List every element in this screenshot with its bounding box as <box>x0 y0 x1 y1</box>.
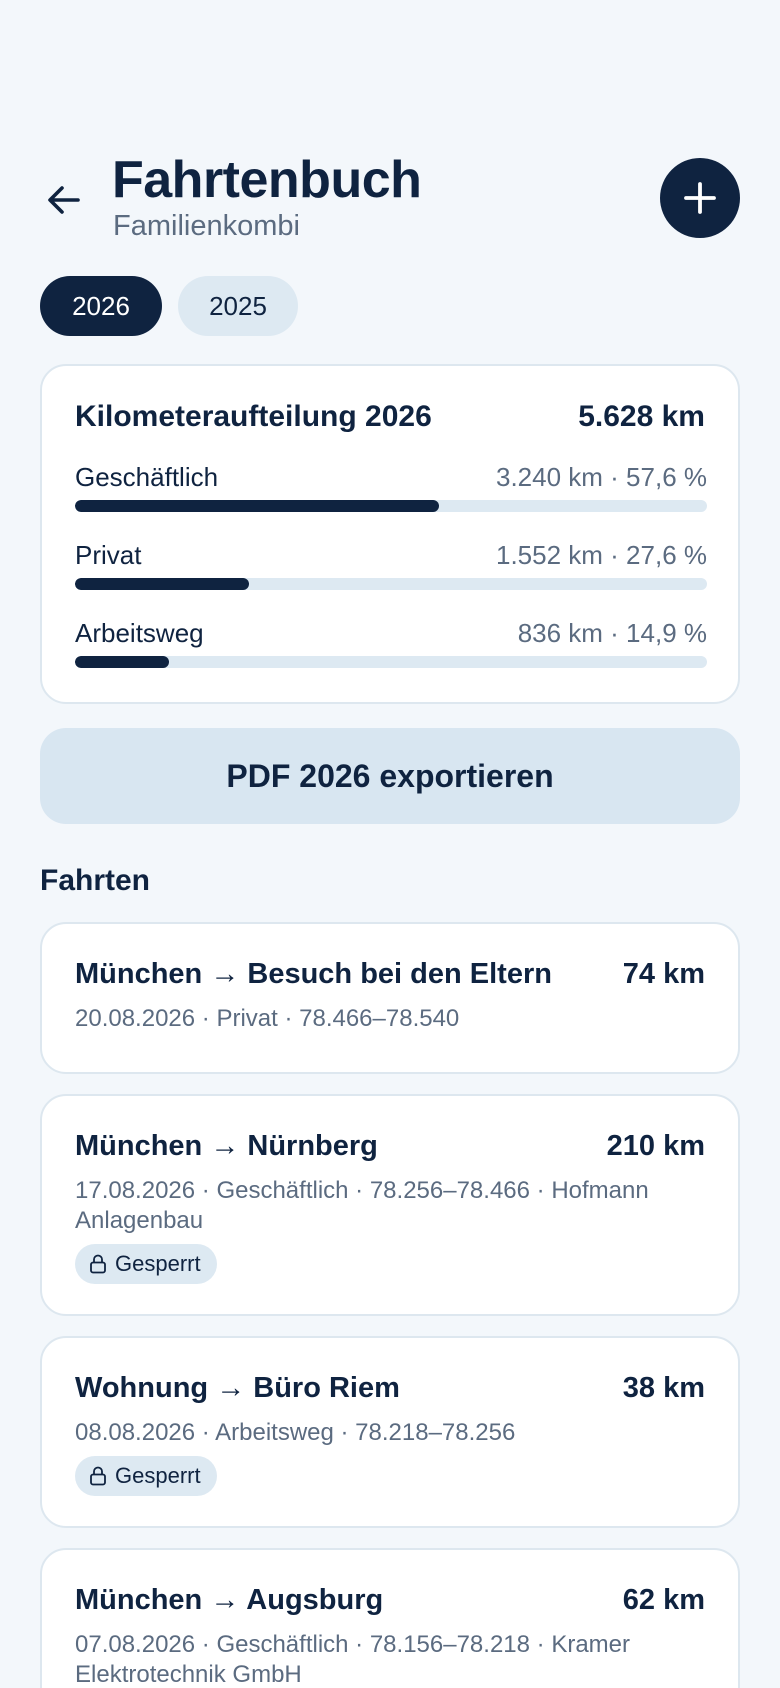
lock-icon <box>90 1254 106 1274</box>
trip-route: München → Besuch bei den Eltern <box>75 958 552 990</box>
progress-fill <box>75 578 250 590</box>
trip-route: München → Augsburg <box>75 1584 384 1616</box>
trips-section-title: Fahrten <box>40 864 151 897</box>
trip-meta: 20.08.2026 · Privat · 78.466–78.540 <box>75 1005 460 1032</box>
progress-track <box>75 500 707 512</box>
progress-fill <box>75 656 170 668</box>
export-pdf-button[interactable]: PDF 2026 exportieren <box>40 728 740 824</box>
trip-meta: 17.08.2026 · Geschäftlich · 78.256–78.46… <box>75 1177 649 1234</box>
trip-meta: 07.08.2026 · Geschäftlich · 78.156–78.21… <box>75 1631 630 1688</box>
plus-icon <box>684 182 716 214</box>
split-value: 1.552 km · 27,6 % <box>496 540 707 570</box>
trip-distance: 62 km <box>622 1584 705 1616</box>
trip-meta: 08.08.2026 · Arbeitsweg · 78.218–78.256 <box>75 1419 516 1446</box>
back-button[interactable] <box>40 176 88 224</box>
km-summary-card: Kilometeraufteilung 2026 5.628 km Geschä… <box>40 364 740 704</box>
trip-distance: 74 km <box>622 958 705 990</box>
progress-track <box>75 656 707 668</box>
split-label: Privat <box>75 540 142 570</box>
vehicle-subtitle: Familienkombi <box>113 210 300 242</box>
split-row-privat: Privat 1.552 km · 27,6 % <box>75 540 707 600</box>
trip-card[interactable]: Wohnung → Büro Riem 38 km 08.08.2026 · A… <box>40 1336 740 1528</box>
trip-card[interactable]: München → Besuch bei den Eltern 74 km 20… <box>40 922 740 1074</box>
summary-total: 5.628 km <box>578 400 705 433</box>
trip-distance: 210 km <box>606 1130 705 1162</box>
summary-title: Kilometeraufteilung 2026 <box>75 400 432 433</box>
year-tabs: 2026 2025 <box>40 276 298 336</box>
lock-icon <box>90 1466 106 1486</box>
header: Fahrtenbuch Familienkombi <box>0 150 780 250</box>
tab-year-2026[interactable]: 2026 <box>40 276 162 336</box>
locked-badge: Gesperrt <box>75 1456 217 1496</box>
add-trip-button[interactable] <box>660 158 740 238</box>
trip-route: Wohnung → Büro Riem <box>75 1372 400 1404</box>
locked-label: Gesperrt <box>115 1463 201 1488</box>
trip-card[interactable]: München → Nürnberg 210 km 17.08.2026 · G… <box>40 1094 740 1316</box>
split-label: Arbeitsweg <box>75 618 204 648</box>
tab-year-2025[interactable]: 2025 <box>178 276 298 336</box>
trip-card[interactable]: München → Augsburg 62 km 07.08.2026 · Ge… <box>40 1548 740 1688</box>
split-value: 836 km · 14,9 % <box>517 618 707 648</box>
trip-route: München → Nürnberg <box>75 1130 378 1162</box>
split-row-geschaeftlich: Geschäftlich 3.240 km · 57,6 % <box>75 462 707 522</box>
page-title: Fahrtenbuch <box>112 151 422 209</box>
locked-badge: Gesperrt <box>75 1244 217 1284</box>
split-row-arbeitsweg: Arbeitsweg 836 km · 14,9 % <box>75 618 707 678</box>
locked-label: Gesperrt <box>115 1251 201 1276</box>
trip-distance: 38 km <box>622 1372 705 1404</box>
arrow-left-icon <box>48 186 80 214</box>
split-value: 3.240 km · 57,6 % <box>496 462 707 492</box>
progress-track <box>75 578 707 590</box>
progress-fill <box>75 500 440 512</box>
split-label: Geschäftlich <box>75 462 219 492</box>
